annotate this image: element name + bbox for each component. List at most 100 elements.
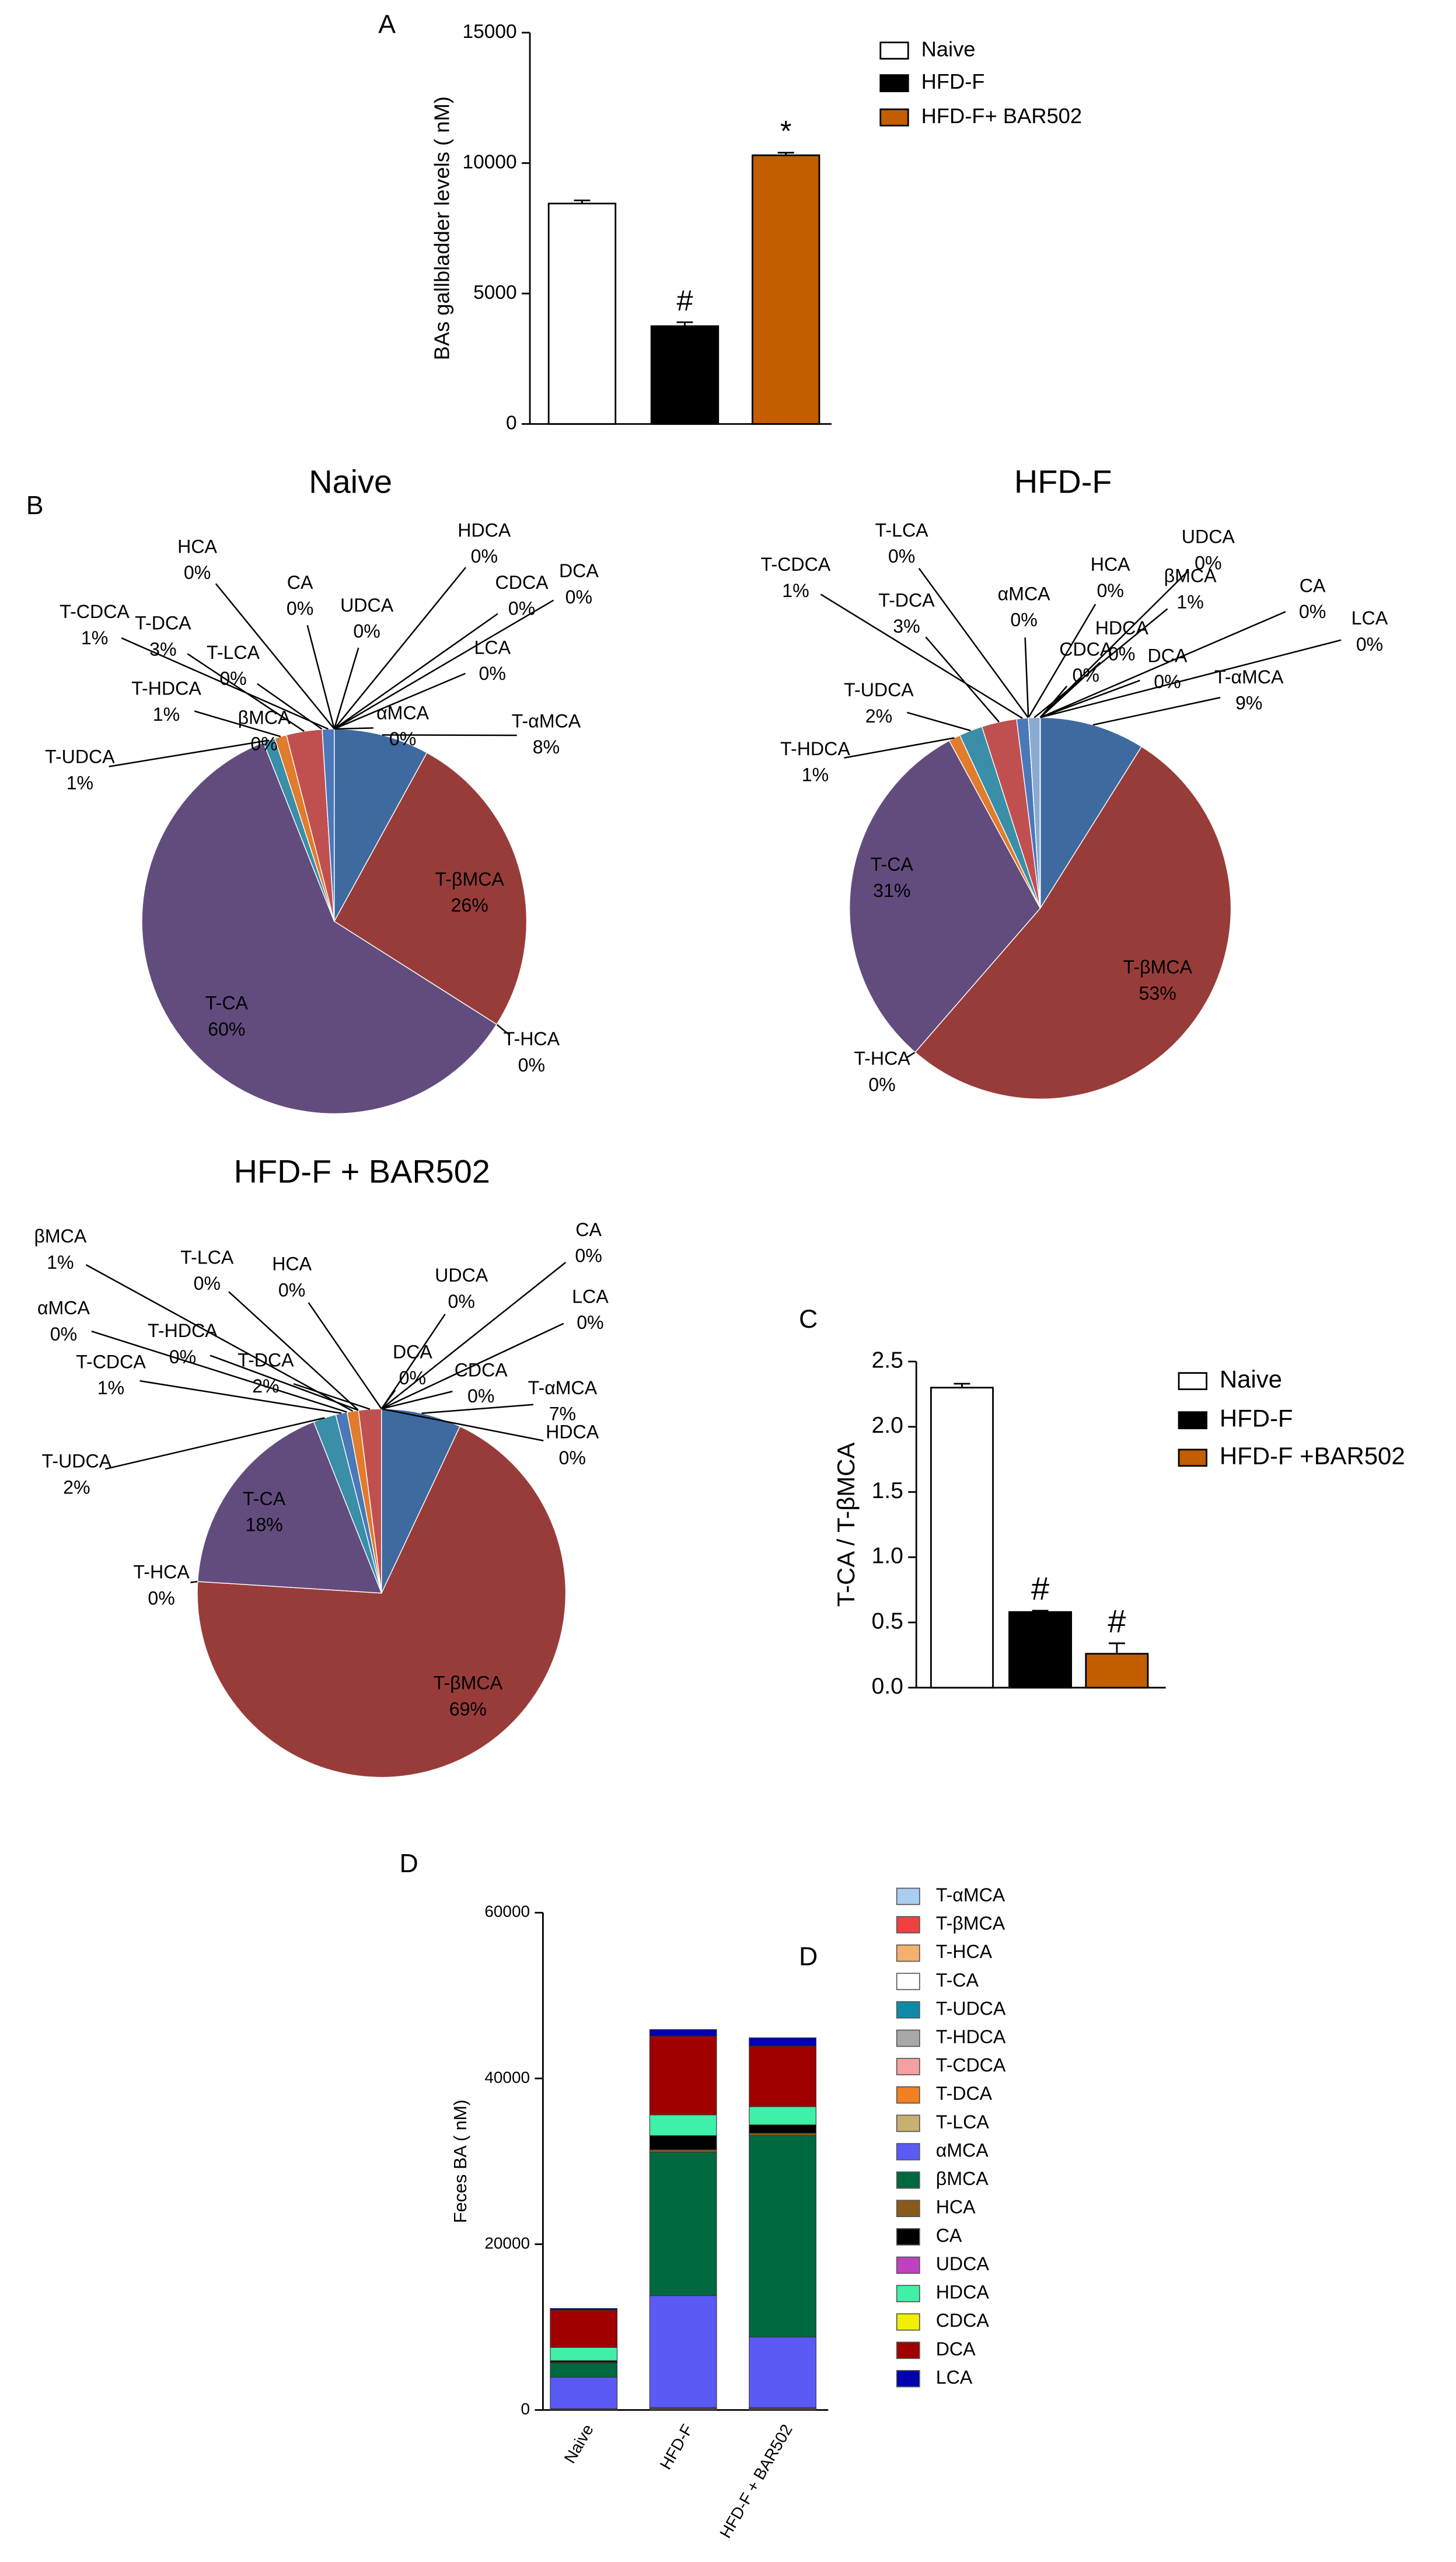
legend-swatch (1178, 1411, 1207, 1429)
slice-label: T-DCA (135, 613, 191, 634)
slice-value: 60% (208, 1018, 245, 1039)
legend-swatch (896, 2256, 920, 2274)
slice-value: 26% (451, 895, 488, 916)
bar-segment (749, 2037, 816, 2047)
legend-label: UDCA (936, 2253, 990, 2274)
legend-label: HCA (936, 2197, 976, 2218)
legend-label: T-LCA (936, 2111, 990, 2132)
y-tick-label: 0.5 (871, 1608, 903, 1633)
legend-swatch (879, 41, 909, 60)
leader-line (105, 1417, 325, 1470)
leader-line (139, 1380, 342, 1414)
x-tick-label: HFD-F (657, 2421, 697, 2473)
slice-value: 0% (565, 587, 592, 608)
slice-label: T-HCA (854, 1048, 910, 1069)
leader-line (306, 625, 335, 729)
legend-label: T-HCA (936, 1941, 993, 1962)
bar (650, 325, 720, 425)
y-axis-label: T-CA / T-βMCA (832, 1443, 860, 1607)
leader-line (85, 1264, 354, 1412)
slice-value: 0% (467, 1385, 494, 1406)
slice-value: 2% (63, 1477, 90, 1498)
slice-value: 69% (449, 1698, 487, 1719)
bar (1085, 1653, 1149, 1689)
leader-line (1028, 603, 1097, 718)
slice-value: 53% (1139, 983, 1176, 1004)
legend-label: HDCA (936, 2282, 990, 2303)
slice-label: T-CDCA (76, 1351, 146, 1372)
panel-label: D (400, 1849, 418, 1878)
x-tick-label: Naive (560, 2421, 597, 2466)
pie-slice (1039, 717, 1143, 910)
slice-value: 7% (549, 1404, 576, 1425)
y-tick-label: 10000 (462, 151, 516, 173)
y-tick-label: 15000 (462, 21, 516, 43)
slice-label: HCA (1091, 554, 1130, 575)
legend-label: T-UDCA (936, 1998, 1006, 2019)
slice-label: T-DCA (878, 590, 935, 611)
legend-swatch (896, 2313, 920, 2331)
slice-value: 8% (533, 737, 560, 758)
error-bar (1108, 1642, 1125, 1654)
legend-label: Naive (1220, 1366, 1282, 1393)
bar (752, 154, 820, 425)
slice-label: UDCA (340, 595, 394, 616)
slice-value: 0% (1108, 644, 1135, 665)
pie-slice (333, 752, 528, 1025)
slice-value: 0% (518, 1055, 545, 1076)
legend-swatch (896, 2001, 920, 2019)
legend-label: T-CDCA (936, 2055, 1006, 2076)
y-tick-label: 0 (521, 2400, 530, 2418)
leader-line (1033, 608, 1168, 718)
y-tick-label: 60000 (484, 1903, 530, 1921)
bar-segment (550, 2376, 618, 2409)
slice-value: 0% (250, 733, 277, 754)
legend-label: T-HDCA (936, 2026, 1006, 2047)
leader-line (381, 1390, 453, 1410)
slice-label: CA (287, 572, 313, 593)
error-bar (777, 152, 794, 156)
bar-segment (749, 2046, 816, 2107)
legend-swatch (896, 2171, 920, 2189)
y-axis-label: Feces BA ( nM) (450, 2100, 470, 2224)
slice-value: 0% (1010, 609, 1037, 630)
pie-title: Naive (309, 463, 392, 500)
leader-line (91, 1330, 348, 1413)
x-tick-label: HFD-F + BAR502 (716, 2421, 796, 2542)
slice-value: 0% (1097, 580, 1123, 601)
slice-value: 0% (888, 546, 915, 567)
slice-value: 1% (782, 580, 809, 601)
bar-segment (749, 2124, 816, 2134)
slice-label: T-αMCA (512, 710, 581, 731)
legend-label: Naive (921, 37, 976, 61)
slice-value: 2% (252, 1376, 279, 1397)
slice-label: UDCA (435, 1265, 488, 1286)
legend-swatch (896, 2114, 920, 2132)
legend-label: CDCA (936, 2310, 990, 2331)
slice-label: T-DCA (238, 1350, 294, 1371)
leader-line (381, 1322, 564, 1410)
leader-line (334, 672, 466, 730)
bar-segment (649, 2114, 717, 2136)
legend-label: T-CA (936, 1970, 979, 1991)
slice-value: 0% (148, 1587, 174, 1608)
leader-line (421, 1404, 533, 1414)
error-bar (954, 1383, 970, 1388)
y-tick-label: 5000 (473, 282, 517, 303)
legend-swatch (1178, 1372, 1207, 1390)
leader-line (820, 594, 1023, 719)
legend-swatch (1178, 1448, 1207, 1467)
y-tick-label: 0.0 (871, 1674, 903, 1699)
leader-line (1040, 679, 1140, 718)
slice-value: 1% (97, 1377, 124, 1398)
slice-label: T-LCA (207, 642, 260, 663)
legend-label: T-βMCA (936, 1913, 1005, 1934)
leader-line (380, 1314, 446, 1409)
slice-value: 0% (50, 1324, 77, 1345)
bar-segment (649, 2149, 717, 2153)
slice-label: αMCA (376, 702, 430, 723)
slice-label: HCA (272, 1254, 312, 1275)
legend-swatch (896, 2370, 920, 2388)
